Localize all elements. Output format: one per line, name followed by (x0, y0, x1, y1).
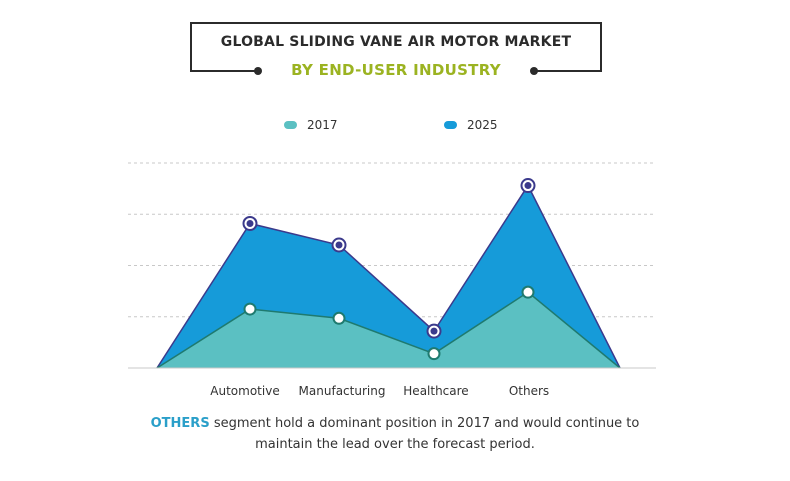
chart-subtitle: BY END-USER INDUSTRY (291, 61, 501, 79)
x-tick-label: Automotive (210, 384, 279, 398)
point-2017 (427, 347, 441, 361)
legend-label-2025: 2025 (467, 118, 498, 132)
title-frame-dot-right (530, 67, 538, 75)
series-line-2017 (156, 291, 621, 369)
legend-item-2017: 2017 (284, 118, 338, 132)
footer-highlight: OTHERS (150, 416, 210, 431)
title-frame-line-right (534, 70, 602, 72)
series-line-2025 (156, 184, 621, 369)
point-2025-inner (430, 327, 438, 335)
x-tick-label: Others (509, 384, 549, 398)
point-2017 (521, 285, 535, 299)
legend-swatch-2025 (444, 121, 457, 129)
legend-swatch-2017 (284, 121, 297, 129)
chart-title: GLOBAL SLIDING VANE AIR MOTOR MARKET (220, 34, 572, 50)
title-frame-dot-left (254, 67, 262, 75)
legend-label-2017: 2017 (307, 118, 338, 132)
x-tick-label: Healthcare (403, 384, 468, 398)
point-2025-inner (524, 182, 532, 190)
footer-note: OTHERS segment hold a dominant position … (150, 413, 640, 455)
title-frame (190, 22, 602, 72)
point-2017 (332, 311, 346, 325)
point-2025-inner (335, 241, 343, 249)
legend-item-2025: 2025 (444, 118, 498, 132)
series-area-2017 (157, 292, 620, 368)
footer-text: segment hold a dominant position in 2017… (209, 416, 640, 452)
point-2025-inner (246, 219, 254, 227)
title-frame-line-left (190, 70, 258, 72)
point-2017 (243, 302, 257, 316)
x-tick-label: Manufacturing (299, 384, 386, 398)
